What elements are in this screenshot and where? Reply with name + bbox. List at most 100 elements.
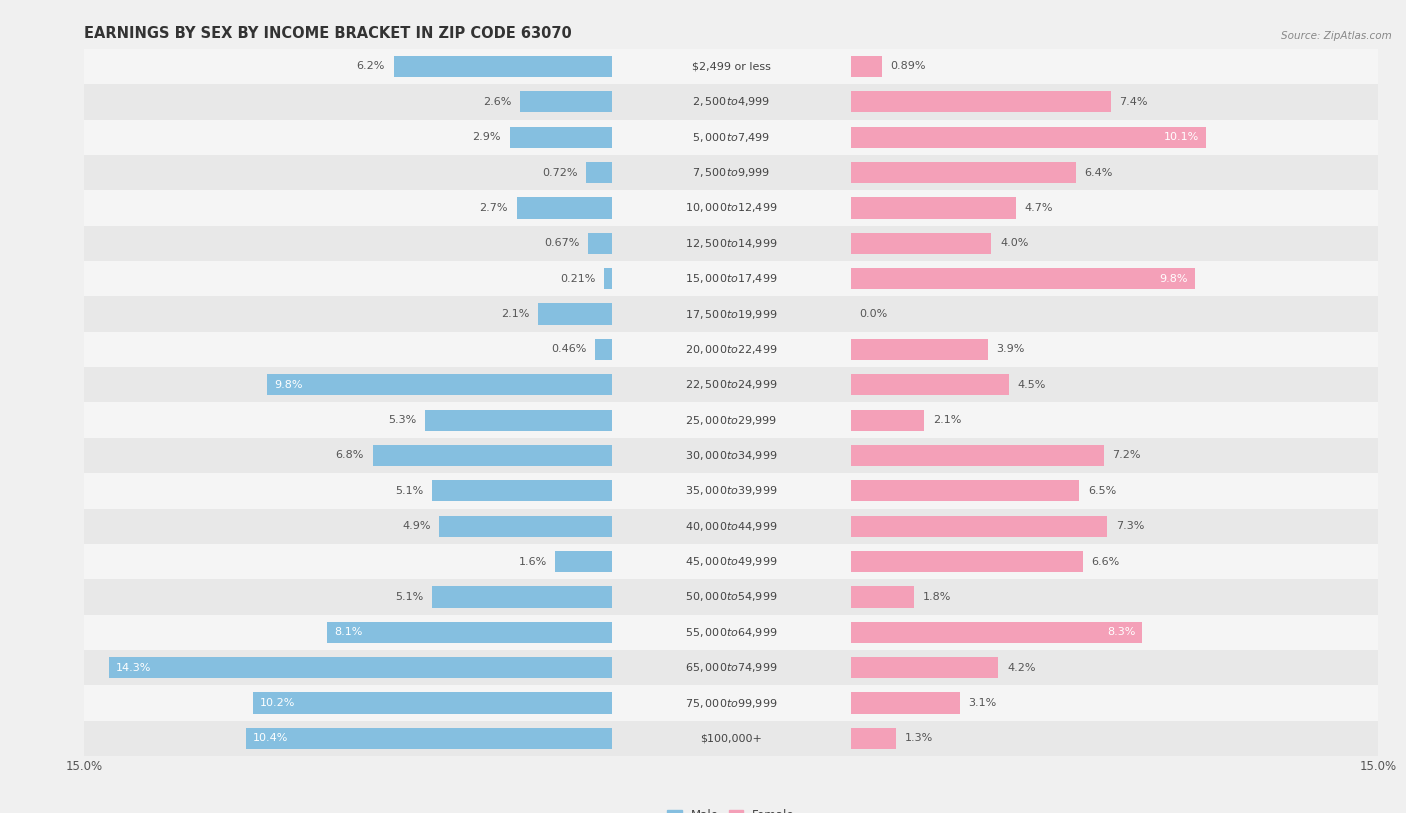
Bar xyxy=(0,261,1406,297)
Text: 14.3%: 14.3% xyxy=(115,663,152,672)
Text: $15,000 to $17,499: $15,000 to $17,499 xyxy=(685,272,778,285)
Text: $10,000 to $12,499: $10,000 to $12,499 xyxy=(685,202,778,215)
Text: $35,000 to $39,999: $35,000 to $39,999 xyxy=(685,485,778,498)
Bar xyxy=(537,303,612,324)
Bar xyxy=(851,622,1142,643)
Bar xyxy=(0,650,1406,685)
Text: 6.5%: 6.5% xyxy=(1088,486,1116,496)
Bar xyxy=(432,480,612,502)
Text: 7.4%: 7.4% xyxy=(1119,97,1149,107)
Bar xyxy=(0,473,1406,509)
Text: $40,000 to $44,999: $40,000 to $44,999 xyxy=(685,520,778,533)
Text: 2.7%: 2.7% xyxy=(479,203,508,213)
Text: 10.1%: 10.1% xyxy=(1163,133,1198,142)
Text: 4.2%: 4.2% xyxy=(1007,663,1036,672)
Bar xyxy=(605,268,612,289)
Bar xyxy=(851,127,1206,148)
Bar xyxy=(0,190,1406,226)
Bar xyxy=(588,233,612,254)
Bar xyxy=(0,261,1406,297)
Bar xyxy=(0,120,1406,155)
Bar xyxy=(0,120,1406,155)
Bar xyxy=(509,127,612,148)
Bar xyxy=(851,374,1010,395)
Bar xyxy=(851,198,1015,219)
Text: 4.0%: 4.0% xyxy=(1000,238,1028,248)
Bar xyxy=(0,509,1406,544)
Bar xyxy=(851,91,1111,112)
Bar xyxy=(0,685,1406,720)
Text: 1.3%: 1.3% xyxy=(905,733,934,743)
Text: 6.4%: 6.4% xyxy=(1084,167,1112,177)
Text: $22,500 to $24,999: $22,500 to $24,999 xyxy=(685,378,778,391)
Bar xyxy=(851,445,1104,466)
Bar xyxy=(851,657,998,678)
Bar xyxy=(851,693,960,714)
Bar xyxy=(520,91,612,112)
Bar xyxy=(0,332,1406,367)
Bar xyxy=(851,480,1080,502)
Text: 7.2%: 7.2% xyxy=(1112,450,1142,460)
Text: 0.21%: 0.21% xyxy=(560,274,596,284)
Bar xyxy=(0,650,1406,685)
Bar xyxy=(851,728,897,749)
Bar xyxy=(0,155,1406,190)
Text: 4.5%: 4.5% xyxy=(1018,380,1046,389)
Bar xyxy=(0,261,1406,297)
Bar xyxy=(0,544,1406,579)
Bar xyxy=(0,120,1406,155)
Bar xyxy=(0,437,1406,473)
Text: 0.46%: 0.46% xyxy=(551,345,586,354)
Text: 9.8%: 9.8% xyxy=(1160,274,1188,284)
Bar xyxy=(0,579,1406,615)
Text: 0.67%: 0.67% xyxy=(544,238,579,248)
Text: 4.9%: 4.9% xyxy=(402,521,430,531)
Text: $25,000 to $29,999: $25,000 to $29,999 xyxy=(685,414,778,427)
Text: $50,000 to $54,999: $50,000 to $54,999 xyxy=(685,590,778,603)
Text: $2,500 to $4,999: $2,500 to $4,999 xyxy=(692,95,770,108)
Bar xyxy=(0,367,1406,402)
Bar xyxy=(851,339,987,360)
Bar xyxy=(0,85,1406,120)
Bar xyxy=(0,437,1406,473)
Bar xyxy=(0,402,1406,437)
Text: 2.9%: 2.9% xyxy=(472,133,501,142)
Bar xyxy=(0,509,1406,544)
Text: Source: ZipAtlas.com: Source: ZipAtlas.com xyxy=(1281,31,1392,41)
Bar xyxy=(0,49,1406,85)
Text: $12,500 to $14,999: $12,500 to $14,999 xyxy=(685,237,778,250)
Bar xyxy=(0,473,1406,509)
Text: $17,500 to $19,999: $17,500 to $19,999 xyxy=(685,307,778,320)
Text: $5,000 to $7,499: $5,000 to $7,499 xyxy=(692,131,770,144)
Text: 2.1%: 2.1% xyxy=(934,415,962,425)
Text: 5.1%: 5.1% xyxy=(395,592,423,602)
Bar xyxy=(0,367,1406,402)
Bar xyxy=(0,155,1406,190)
Bar xyxy=(0,579,1406,615)
Bar xyxy=(0,226,1406,261)
Text: 5.3%: 5.3% xyxy=(388,415,416,425)
Bar xyxy=(108,657,612,678)
Bar xyxy=(267,374,612,395)
Bar xyxy=(0,226,1406,261)
Text: 6.6%: 6.6% xyxy=(1091,557,1119,567)
Text: 9.8%: 9.8% xyxy=(274,380,302,389)
Text: 2.1%: 2.1% xyxy=(501,309,529,319)
Text: 6.2%: 6.2% xyxy=(357,62,385,72)
Text: $45,000 to $49,999: $45,000 to $49,999 xyxy=(685,555,778,568)
Text: 0.89%: 0.89% xyxy=(891,62,927,72)
Bar xyxy=(851,410,925,431)
Bar xyxy=(0,49,1406,85)
Bar xyxy=(0,720,1406,756)
Bar xyxy=(851,162,1076,183)
Bar xyxy=(0,49,1406,85)
Bar xyxy=(555,551,612,572)
Text: $65,000 to $74,999: $65,000 to $74,999 xyxy=(685,661,778,674)
Bar xyxy=(851,233,991,254)
Bar xyxy=(517,198,612,219)
Text: $30,000 to $34,999: $30,000 to $34,999 xyxy=(685,449,778,462)
Text: 1.8%: 1.8% xyxy=(922,592,950,602)
Bar xyxy=(0,544,1406,579)
Text: 7.3%: 7.3% xyxy=(1116,521,1144,531)
Bar xyxy=(0,155,1406,190)
